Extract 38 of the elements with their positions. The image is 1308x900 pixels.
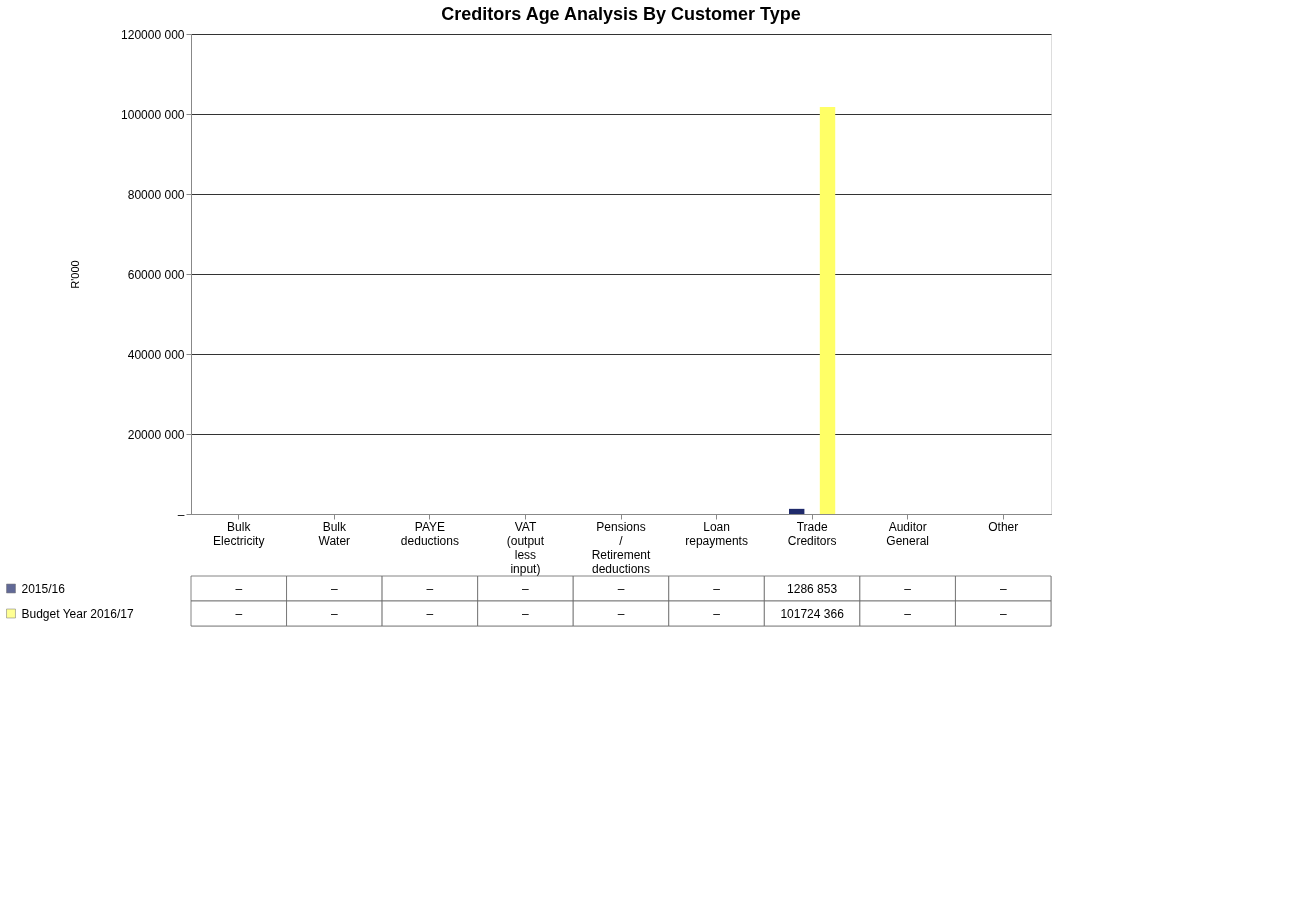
legend-label: 2015/16 bbox=[21, 581, 66, 596]
x-tick-label: Bulk Electricity bbox=[213, 519, 265, 548]
data-label: – bbox=[713, 581, 721, 596]
data-label: – bbox=[904, 581, 912, 596]
y-tick-label: 100000 000 bbox=[121, 107, 185, 122]
data-label: – bbox=[713, 606, 721, 621]
y-tick-label: 20000 000 bbox=[127, 427, 185, 442]
data-label: – bbox=[330, 606, 338, 621]
x-tick-label: Other bbox=[988, 519, 1019, 534]
y-tick-label: – bbox=[177, 507, 185, 522]
x-tick-label: Loan repayments bbox=[685, 519, 748, 548]
chart-title: Creditors Age Analysis By Customer Type bbox=[441, 4, 801, 24]
data-label: – bbox=[904, 606, 912, 621]
y-tick-label: 80000 000 bbox=[127, 187, 185, 202]
data-label: – bbox=[522, 606, 530, 621]
data-label: 1286 853 bbox=[787, 581, 838, 596]
x-tick-label: Pensions / Retirement deductions bbox=[591, 519, 652, 576]
x-tick-label: VAT (output less input) bbox=[506, 519, 545, 576]
data-label: – bbox=[522, 581, 530, 596]
y-axis-title: R'000 bbox=[69, 260, 82, 289]
y-tick-label: 60000 000 bbox=[127, 267, 185, 282]
data-label: – bbox=[617, 606, 625, 621]
data-label: – bbox=[617, 581, 625, 596]
data-label: 101724 366 bbox=[780, 606, 845, 621]
y-tick-label: 40000 000 bbox=[127, 347, 185, 362]
x-tick-label: Auditor General bbox=[886, 519, 930, 548]
data-label: – bbox=[235, 606, 243, 621]
data-label: – bbox=[235, 581, 243, 596]
y-tick-label: 120000 000 bbox=[121, 27, 185, 42]
x-tick-label: Trade Creditors bbox=[787, 519, 837, 548]
data-label: – bbox=[999, 581, 1007, 596]
legend-label: Budget Year 2016/17 bbox=[21, 606, 134, 621]
data-label: – bbox=[426, 581, 434, 596]
x-tick-label: PAYE deductions bbox=[400, 519, 459, 548]
data-label: – bbox=[999, 606, 1007, 621]
data-label: – bbox=[330, 581, 338, 596]
x-tick-label: Bulk Water bbox=[318, 519, 351, 548]
data-label: – bbox=[426, 606, 434, 621]
